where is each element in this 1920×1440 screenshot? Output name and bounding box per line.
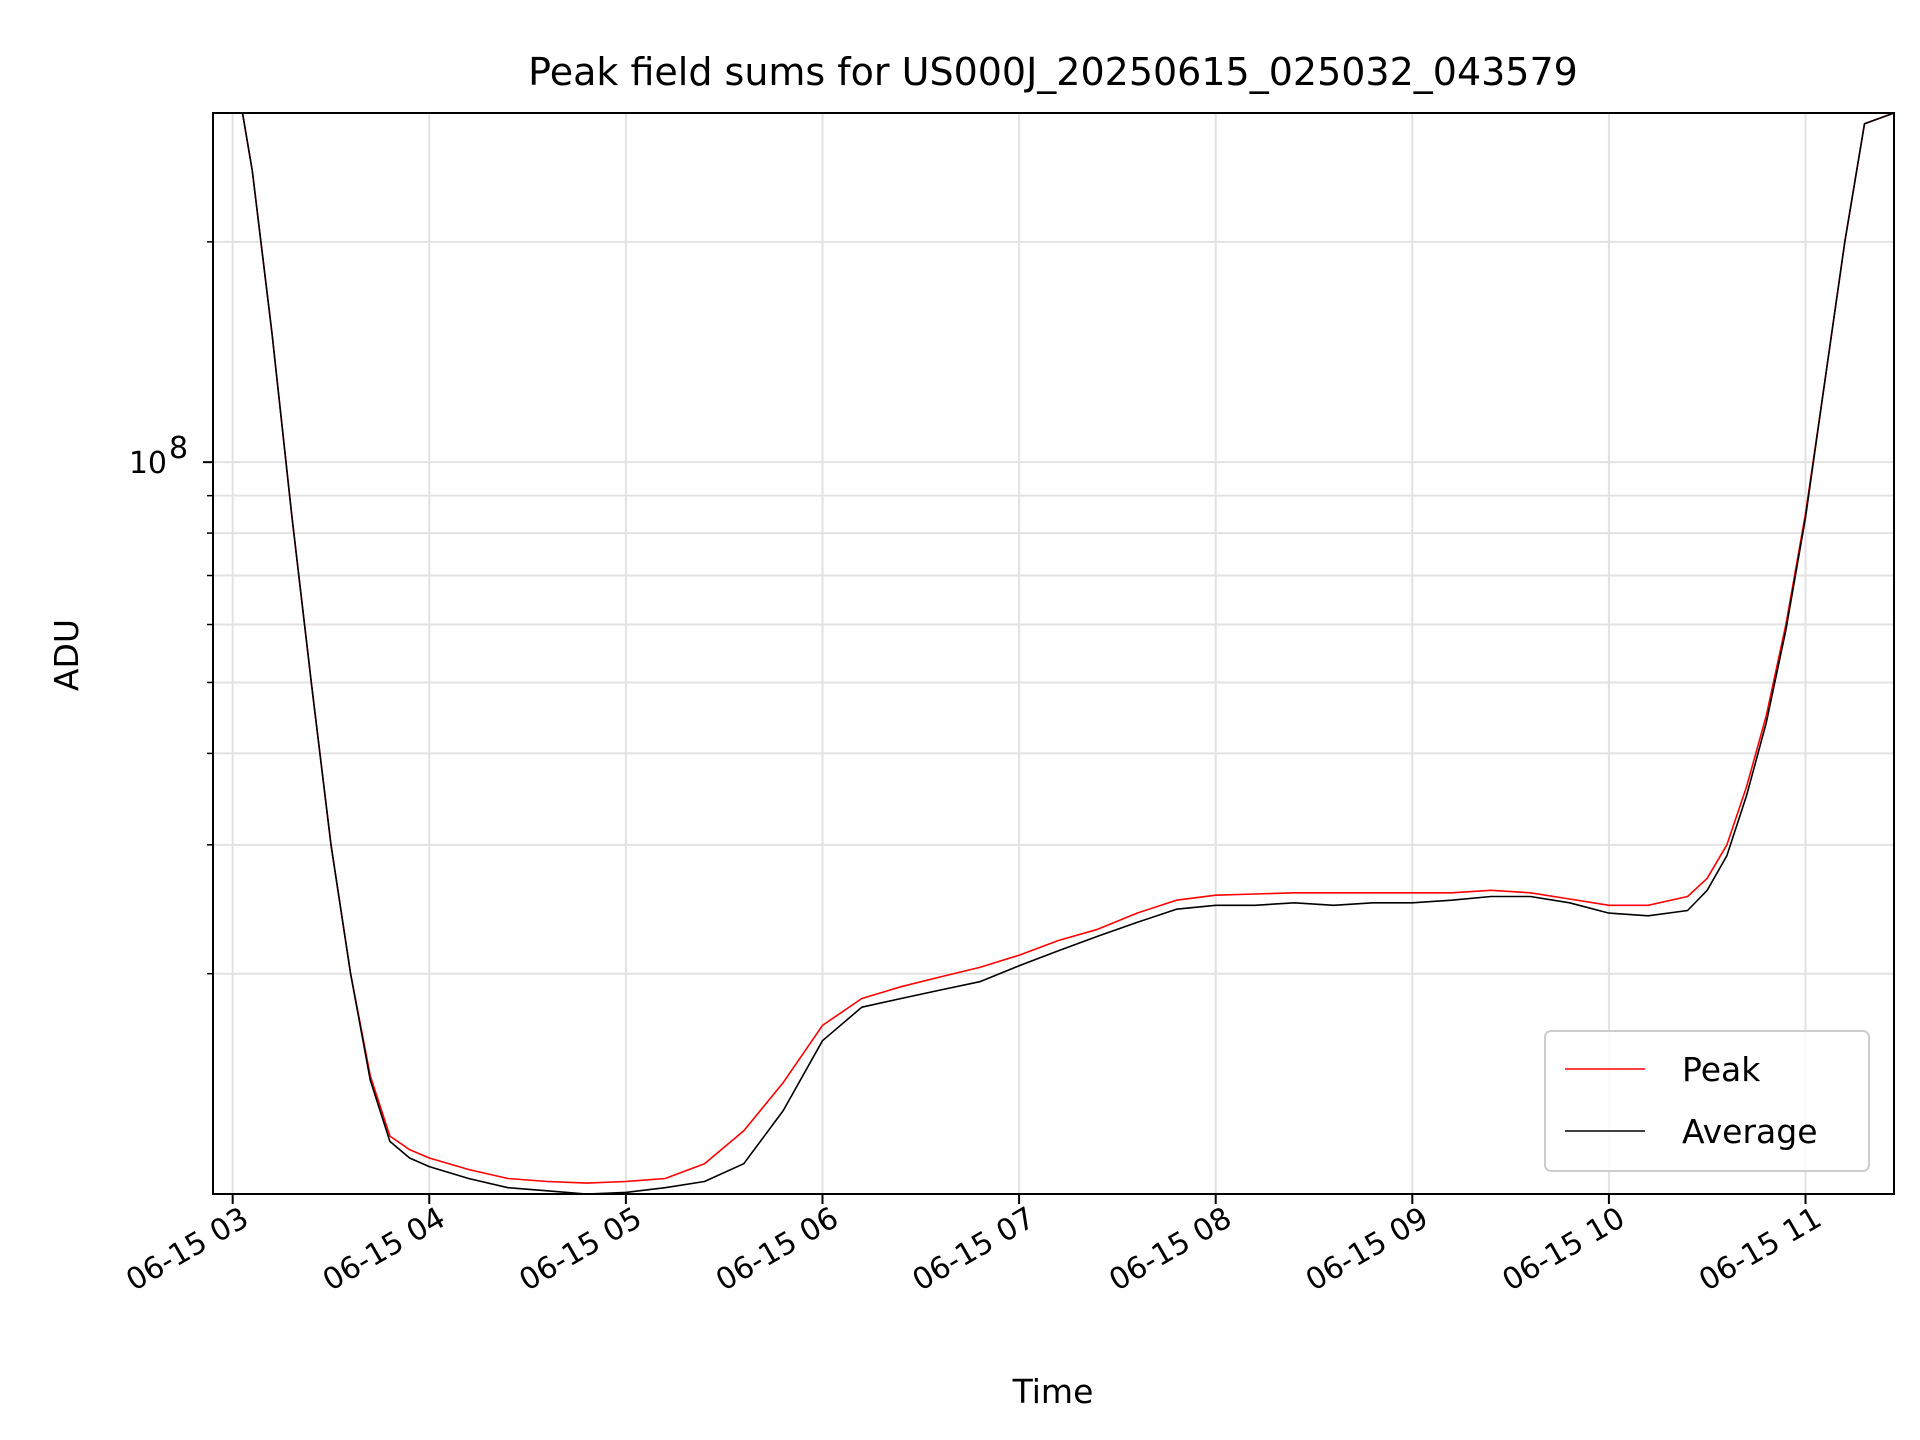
chart-title: Peak field sums for US000J_20250615_0250… [528, 50, 1578, 94]
y-axis-label: ADU [47, 619, 86, 691]
grid [213, 113, 1894, 1194]
legend-label-peak: Peak [1682, 1050, 1761, 1089]
plot-frame [212, 112, 1895, 1195]
x-axis-label: Time [1012, 1372, 1094, 1411]
series-lines [213, 113, 1894, 1194]
series-line-peak [213, 113, 1894, 1184]
y-tick-label-exponent: 8 [169, 431, 188, 466]
legend-box [1544, 1030, 1870, 1172]
legend: Peak Average [1544, 1030, 1870, 1172]
y-tick-label: 10 [129, 446, 167, 481]
series-line-average [213, 113, 1894, 1194]
legend-label-average: Average [1682, 1112, 1818, 1151]
